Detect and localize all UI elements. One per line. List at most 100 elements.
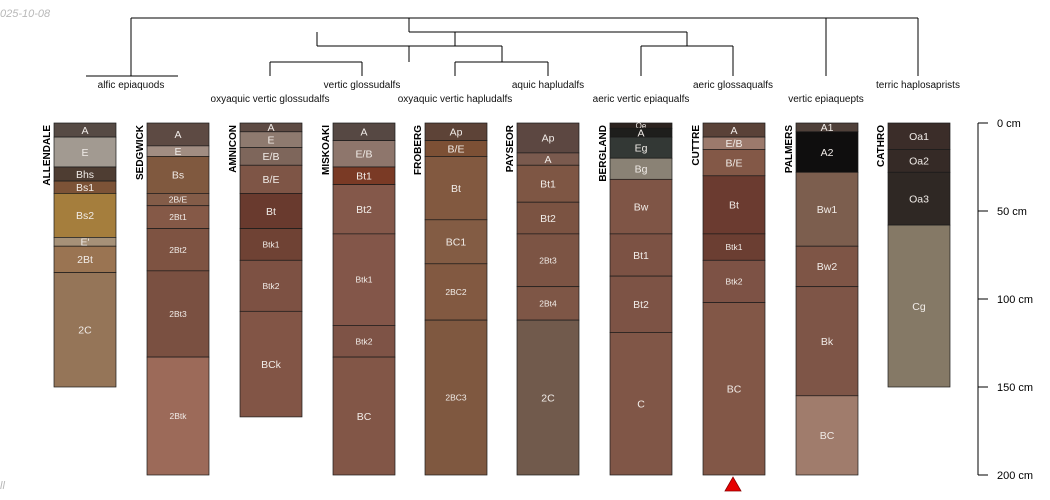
- horizon-block: [424, 156, 488, 221]
- horizon-label: A: [267, 122, 274, 134]
- horizon-label: BCk: [261, 359, 282, 371]
- horizon-block: [795, 171, 859, 247]
- horizon-block: [146, 270, 210, 358]
- horizon-block: [239, 259, 303, 312]
- horizon-block: [53, 272, 117, 388]
- horizon-label: 2B/E: [169, 195, 188, 205]
- horizon-label: Btk1: [725, 242, 742, 252]
- horizon-label: Bt: [451, 183, 461, 195]
- horizon-label: A: [637, 127, 644, 139]
- horizon-block: [795, 286, 859, 397]
- taxon-label: aeric vertic epiaqualfs: [593, 94, 690, 105]
- soil-profile: AE/B B/E Bt Btk1 Btk2 BC CUTTRE: [691, 122, 766, 476]
- depth-tick-label: 0 cm: [997, 118, 1021, 130]
- profile-name-label: MISKOAKI: [321, 125, 332, 175]
- dendrogram: [86, 17, 919, 77]
- horizon-block: [146, 356, 210, 476]
- horizon-label: Eg: [635, 142, 648, 154]
- horizon-label: Bt2: [540, 213, 556, 225]
- horizon-block: [887, 122, 951, 150]
- depth-tick-label: 100 cm: [997, 294, 1033, 306]
- horizon-block: [516, 201, 580, 235]
- horizon-label: E': [80, 237, 89, 249]
- horizon-label: Btk2: [355, 336, 372, 346]
- horizon-label: Bt1: [633, 250, 649, 262]
- horizon-block: [332, 140, 396, 168]
- horizon-label: Bt1: [356, 171, 372, 183]
- horizon-label: 2Bt: [77, 254, 93, 266]
- horizon-block: [887, 224, 951, 388]
- horizon-label: 2Bt2: [169, 245, 187, 255]
- taxon-label: aquic hapludalfs: [512, 80, 584, 91]
- horizon-label: Oa2: [909, 156, 929, 168]
- soil-profile: A E/B Bt1 Bt2 Btk1 Btk2 BC MISKOAKI: [321, 122, 396, 476]
- depth-axis: 0 cm 50 cm 100 cm 150 cm 200 cm: [977, 118, 1033, 482]
- horizon-block: [516, 319, 580, 476]
- horizon-block: [702, 149, 766, 177]
- horizon-label: C: [637, 399, 645, 411]
- horizon-label: 2C: [78, 325, 92, 337]
- profile-name-label: CATHRO: [876, 125, 887, 167]
- horizon-label: B/E: [726, 157, 743, 169]
- horizon-block: [795, 395, 859, 476]
- horizon-block: [609, 233, 673, 277]
- horizon-block: [332, 356, 396, 476]
- taxon-label: alfic epiaquods: [98, 80, 165, 91]
- horizon-label: Bt: [266, 206, 276, 218]
- horizon-label: B/E: [263, 174, 280, 186]
- horizon-label: A: [544, 154, 551, 166]
- soil-profile: Ap B/E Bt BC1 2BC2 2BC3 FROBERG: [413, 122, 488, 476]
- taxon-label: vertic glossudalfs: [324, 80, 401, 91]
- horizon-label: Oe: [636, 122, 647, 131]
- horizon-label: Bhs: [76, 169, 94, 181]
- profile-name-label: AMNICON: [228, 125, 239, 173]
- horizon-label: Ap: [450, 127, 463, 139]
- horizon-label: 2C: [541, 392, 555, 404]
- horizon-block: [516, 233, 580, 288]
- soil-profile: AE Bs 2B/E 2Bt1 2Bt2 2Bt3 2Btk SEDGWICK: [135, 122, 210, 476]
- horizon-block: [609, 332, 673, 476]
- horizon-block: [146, 156, 210, 194]
- selection-marker-triangle-icon: [724, 476, 742, 492]
- soil-profile: Oa1 Oa2 Oa3 Cg CATHRO: [876, 122, 951, 388]
- horizon-block: [795, 245, 859, 288]
- horizon-block: [609, 275, 673, 333]
- horizon-label: Bw2: [817, 261, 838, 273]
- horizon-label: Btk2: [262, 281, 279, 291]
- horizon-label: Btk1: [355, 275, 372, 285]
- horizon-label: E/B: [726, 138, 743, 150]
- horizon-label: Oa3: [909, 193, 929, 205]
- horizon-block: [239, 310, 303, 418]
- horizon-block: [702, 302, 766, 476]
- horizon-block: [516, 122, 580, 154]
- soil-profile: AE E/B B/E Bt Btk1 Btk2 BCk AMNICON: [228, 122, 303, 418]
- horizon-label: A: [730, 125, 737, 137]
- horizon-label: A: [360, 127, 367, 139]
- profile-name-label: BERGLAND: [598, 125, 609, 182]
- taxon-label: vertic epiaquepts: [788, 94, 864, 105]
- horizon-label: Bs2: [76, 210, 94, 222]
- horizon-label: E: [174, 146, 181, 158]
- horizon-label: 2Bt3: [169, 309, 187, 319]
- horizon-label: 2BC2: [445, 287, 467, 297]
- depth-tick-label: 50 cm: [997, 206, 1027, 218]
- taxa-labels: alfic epiaquods vertic glossudalfs oxyaqui…: [98, 80, 960, 105]
- horizon-block: [239, 228, 303, 261]
- horizon-label: 2BC3: [445, 393, 467, 403]
- horizon-label: B/E: [448, 143, 465, 155]
- horizon-block: [424, 263, 488, 321]
- horizon-label: E/B: [263, 151, 280, 163]
- horizon-label: Bg: [635, 164, 648, 176]
- horizon-label: Bw: [634, 201, 649, 213]
- horizon-label: 2Bt4: [539, 298, 557, 308]
- horizon-label: E/B: [356, 149, 373, 161]
- horizon-label: BC: [357, 411, 372, 423]
- horizon-label: Bs1: [76, 182, 94, 194]
- horizon-label: Oa1: [909, 131, 929, 143]
- profile-name-label: PAYSEOR: [505, 124, 516, 172]
- soil-profile: A1 A2 Bw1 Bw2 Bk BC PALMERS: [784, 122, 859, 476]
- horizon-label: E: [81, 147, 88, 159]
- horizon-label: Bs: [172, 170, 184, 182]
